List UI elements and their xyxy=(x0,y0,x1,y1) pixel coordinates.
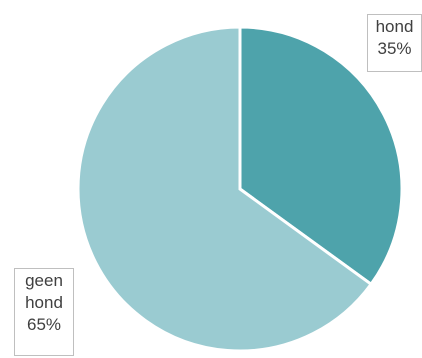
pie-slice-geen-hond xyxy=(76,25,374,353)
pie-slice-hond xyxy=(238,25,404,287)
data-label-geen-hond-name-line2: hond xyxy=(25,293,63,312)
data-label-hond-name: hond xyxy=(375,17,414,36)
data-label-geen-hond-percent: 65% xyxy=(26,315,62,334)
pie-slices xyxy=(76,25,404,353)
data-label-hond: hond 35% xyxy=(367,14,422,72)
data-label-geen-hond: geen hond 65% xyxy=(14,268,74,356)
data-label-geen-hond-name-line1: geen xyxy=(25,271,63,290)
data-label-hond-percent: 35% xyxy=(377,39,412,58)
